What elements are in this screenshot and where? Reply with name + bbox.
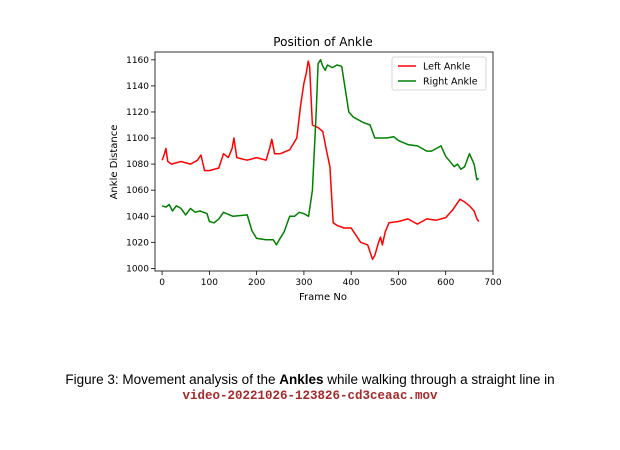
y-tick-label: 1160 xyxy=(126,56,149,66)
x-tick-label: 700 xyxy=(484,278,501,288)
x-tick-label: 500 xyxy=(390,278,407,288)
plot-frame xyxy=(154,51,494,272)
caption-prefix: Figure 3: Movement analysis of the xyxy=(65,372,280,387)
caption-text: Figure 3: Movement analysis of the Ankle… xyxy=(0,372,620,387)
y-tick-label: 1120 xyxy=(126,108,149,118)
x-tick-label: 300 xyxy=(295,278,312,288)
series-line-left-ankle xyxy=(161,60,480,261)
y-tick-label: 1020 xyxy=(126,238,149,248)
series-line-right-ankle xyxy=(161,59,480,246)
x-axis-ticks: 0 100 200 300 400 500 600 700 xyxy=(159,271,502,288)
x-axis-label: Frame No xyxy=(299,292,347,303)
x-tick-label: 200 xyxy=(248,278,265,288)
ankle-position-chart: Position of Ankle 0 100 200 300 400 500 600 700… xyxy=(109,35,502,303)
y-tick-label: 1060 xyxy=(126,186,149,196)
chart-legend: Left Ankle Right Ankle xyxy=(391,56,487,91)
legend-label-right-ankle: Right Ankle xyxy=(423,77,478,88)
x-tick-label: 400 xyxy=(343,278,360,288)
y-tick-label: 1140 xyxy=(126,82,149,92)
caption-filename: video-20221026-123826-cd3ceaac.mov xyxy=(182,389,438,403)
y-axis-ticks: 1000 1020 1040 1060 1080 1100 1120 1140 1160 xyxy=(126,56,155,274)
x-tick-label: 100 xyxy=(201,278,218,288)
x-tick-label: 600 xyxy=(437,278,454,288)
caption-suffix: while walking through a straight line in xyxy=(323,372,555,387)
y-axis-label: Ankle Distance xyxy=(109,125,120,200)
caption-bold-term: Ankles xyxy=(279,372,324,387)
x-tick-label: 0 xyxy=(159,278,165,288)
figure-caption: Figure 3: Movement analysis of the Ankle… xyxy=(0,372,620,403)
legend-label-left-ankle: Left Ankle xyxy=(423,62,471,73)
chart-title: Position of Ankle xyxy=(273,35,372,49)
y-tick-label: 1040 xyxy=(126,212,149,222)
y-tick-label: 1100 xyxy=(126,134,149,144)
y-tick-label: 1000 xyxy=(126,264,149,274)
y-tick-label: 1080 xyxy=(126,160,149,170)
plot-content xyxy=(161,59,480,261)
